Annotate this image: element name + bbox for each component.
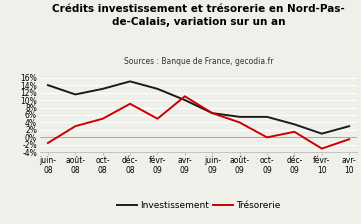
Trésorerie: [319, 147, 324, 150]
Text: Crédits investissement et trésorerie en Nord-Pas-
de-Calais, variation sur un an: Crédits investissement et trésorerie en …: [52, 4, 345, 27]
Trésorerie: [347, 138, 351, 141]
Investissement: [183, 99, 187, 101]
Investissement: [100, 88, 105, 90]
Investissement: [210, 112, 214, 114]
Investissement: [73, 93, 78, 96]
Trésorerie: [73, 125, 78, 127]
Investissement: [155, 88, 160, 90]
Trésorerie: [265, 136, 269, 139]
Investissement: [128, 80, 132, 83]
Line: Trésorerie: Trésorerie: [48, 96, 349, 149]
Investissement: [292, 123, 297, 126]
Legend: Investissement, Trésorerie: Investissement, Trésorerie: [113, 198, 284, 214]
Trésorerie: [128, 102, 132, 105]
Investissement: [347, 125, 351, 127]
Trésorerie: [238, 121, 242, 124]
Investissement: [46, 84, 50, 86]
Trésorerie: [292, 130, 297, 133]
Trésorerie: [155, 117, 160, 120]
Trésorerie: [100, 117, 105, 120]
Investissement: [238, 116, 242, 118]
Trésorerie: [46, 142, 50, 144]
Line: Investissement: Investissement: [48, 81, 349, 134]
Investissement: [265, 116, 269, 118]
Investissement: [319, 132, 324, 135]
Trésorerie: [183, 95, 187, 98]
Text: Sources : Banque de France, gecodia.fr: Sources : Banque de France, gecodia.fr: [124, 57, 273, 66]
Trésorerie: [210, 112, 214, 114]
